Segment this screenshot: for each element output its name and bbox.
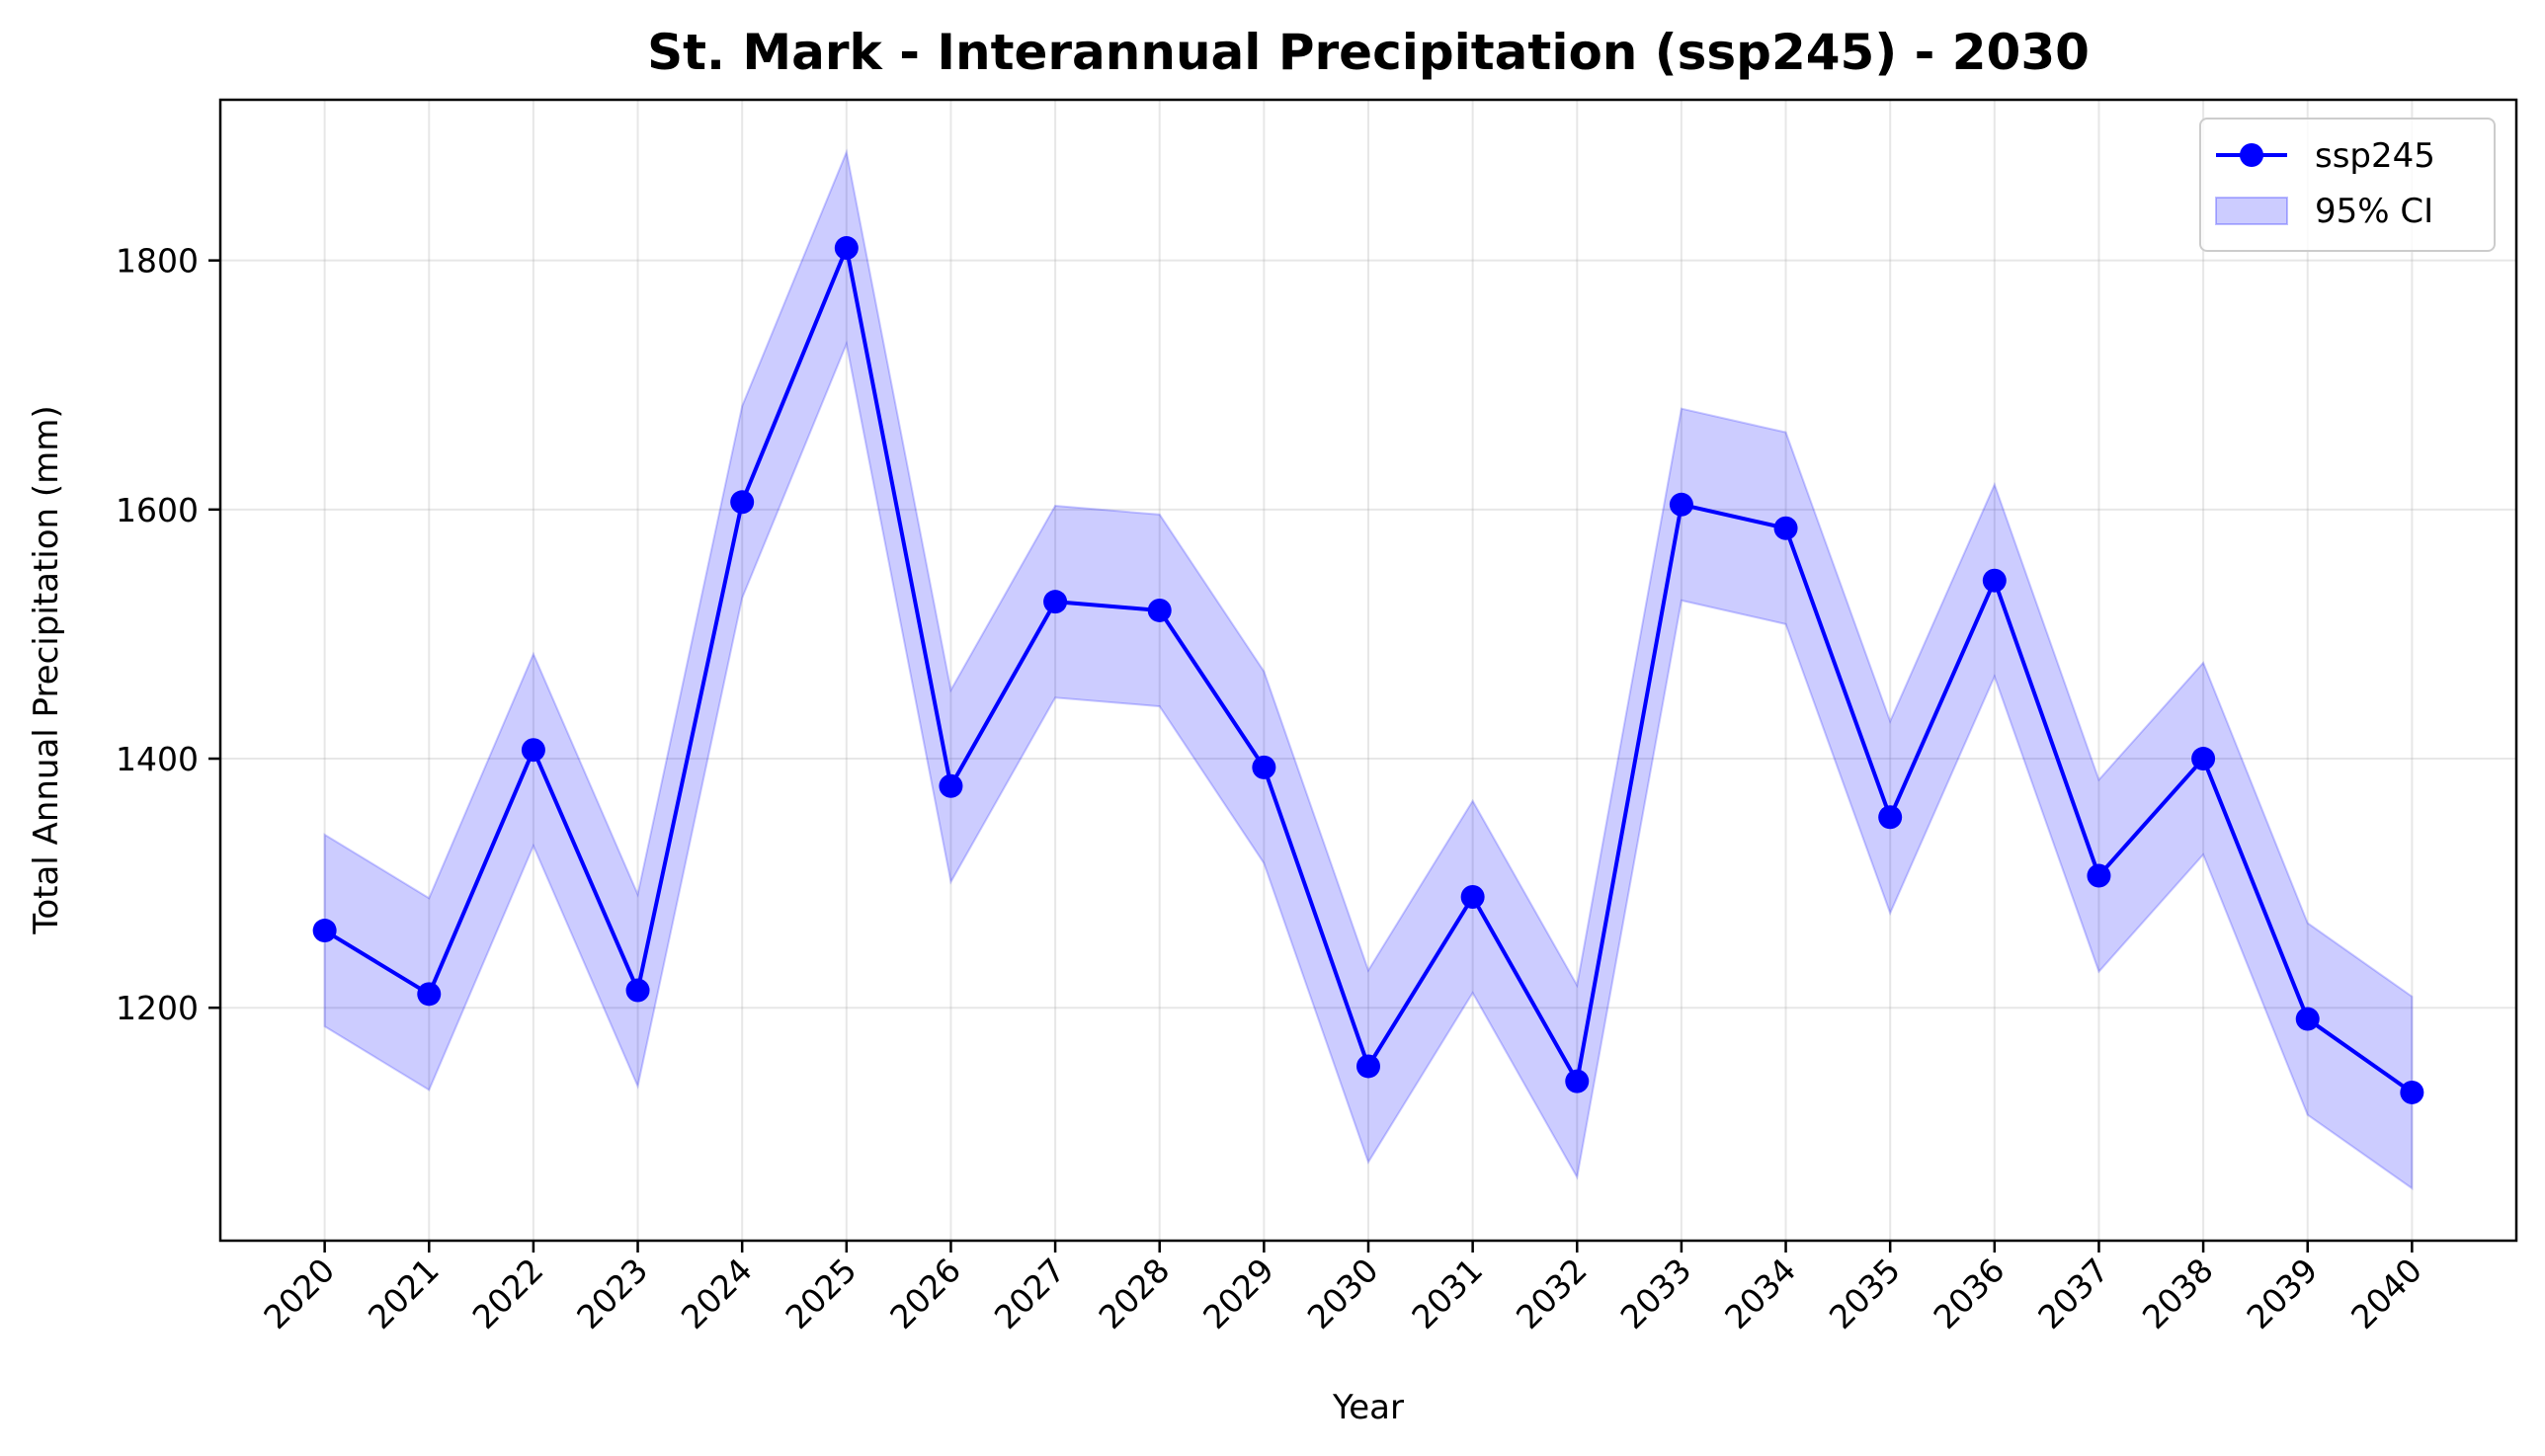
data-point [2087, 863, 2111, 888]
confidence-band [323, 148, 2414, 1190]
data-point [1356, 1054, 1380, 1079]
data-point [312, 919, 337, 943]
data-point [1043, 590, 1068, 614]
y-axis: 1200 1400 1600 1800 [116, 242, 220, 1027]
data-point [521, 738, 545, 763]
y-axis-label: Total Annual Precipitation (mm) [27, 405, 66, 934]
data-point [939, 773, 963, 798]
grid-lines [220, 100, 2516, 1241]
data-point [834, 236, 859, 261]
data-point [730, 490, 755, 515]
y-tick-label: 1600 [116, 491, 199, 529]
legend-label-series: ssp245 [2315, 136, 2435, 176]
data-point [1982, 568, 2007, 593]
data-point [1669, 492, 1693, 517]
data-point [625, 978, 650, 1003]
y-tick-label: 1200 [116, 989, 199, 1027]
chart-title: St. Mark - Interannual Precipitation (ss… [647, 24, 2090, 81]
legend: ssp245 95% CI [2199, 118, 2496, 252]
data-point [1565, 1069, 1590, 1093]
data-points [312, 236, 2424, 1104]
data-point [1460, 884, 1485, 909]
legend-label-ci: 95% CI [2315, 192, 2433, 231]
x-axis-label: Year [1332, 1388, 1404, 1427]
legend-box [2199, 118, 2496, 252]
data-point [1878, 805, 1903, 830]
data-point [2295, 1007, 2320, 1031]
data-point [2400, 1080, 2424, 1104]
data-point [2191, 747, 2216, 771]
legend-band-swatch [2215, 197, 2288, 225]
y-tick-label: 1400 [116, 740, 199, 778]
y-tick-label: 1800 [116, 242, 199, 281]
data-point [1147, 598, 1172, 622]
data-point [417, 982, 442, 1007]
legend-marker-swatch [2240, 143, 2263, 167]
data-point [1773, 516, 1798, 540]
confidence-band-layer [323, 148, 2414, 1190]
data-point [1252, 755, 1276, 779]
